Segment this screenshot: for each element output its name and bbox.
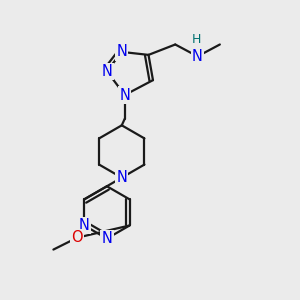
- Text: N: N: [101, 64, 112, 79]
- Text: N: N: [79, 218, 90, 233]
- Text: H: H: [191, 33, 201, 46]
- Text: N: N: [116, 170, 127, 185]
- Text: N: N: [192, 49, 203, 64]
- Text: N: N: [101, 231, 112, 246]
- Text: N: N: [119, 88, 130, 103]
- Text: O: O: [71, 230, 83, 245]
- Text: N: N: [116, 44, 127, 59]
